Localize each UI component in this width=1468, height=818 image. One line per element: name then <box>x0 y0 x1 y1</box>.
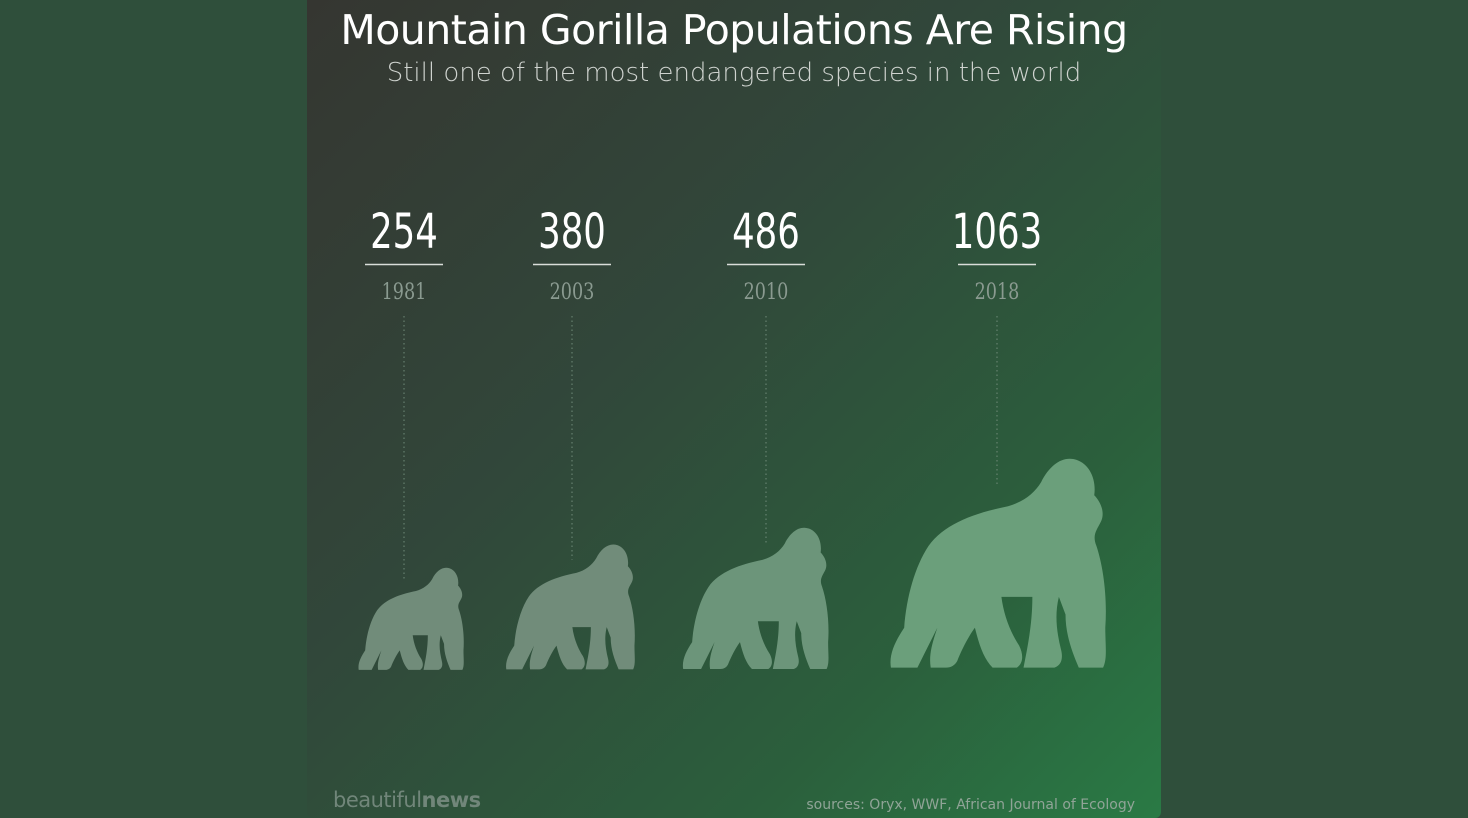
gorilla-silhouette-icon <box>358 567 464 670</box>
year-label: 2003 <box>550 279 595 304</box>
chart-title: Mountain Gorilla Populations Are Rising <box>340 6 1128 54</box>
value-label: 380 <box>538 204 606 260</box>
gorilla-silhouette-icon <box>890 458 1106 668</box>
year-label: 2010 <box>744 279 789 304</box>
value-label: 1063 <box>952 204 1042 260</box>
infographic-panel: Mountain Gorilla Populations Are Rising … <box>307 0 1161 818</box>
chart-subtitle: Still one of the most endangered species… <box>386 58 1082 88</box>
year-label: 1981 <box>382 279 427 304</box>
year-label: 2018 <box>975 279 1020 304</box>
value-label: 254 <box>370 204 438 260</box>
beautifulnews-logo: beautifulnews <box>333 788 481 812</box>
value-label: 486 <box>732 204 800 260</box>
gorilla-silhouette-icon <box>506 544 635 670</box>
gorilla-silhouette-icon <box>682 527 829 670</box>
sources-note: sources: Oryx, WWF, African Journal of E… <box>806 797 1135 813</box>
population-pictograph: 254 1981 380 2003 486 2010 1063 2018 <box>358 204 1106 670</box>
